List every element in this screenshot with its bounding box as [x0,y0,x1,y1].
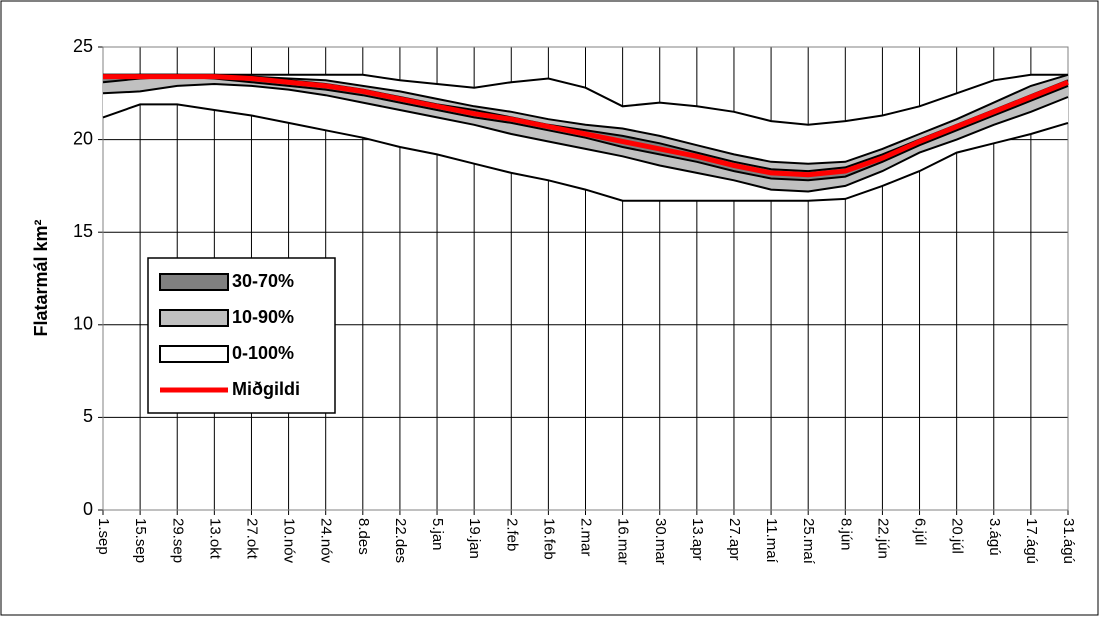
x-tick-label: 24.nóv [318,518,335,564]
band-lower [102,75,1069,182]
x-tick-label: 15.sep [132,518,149,563]
x-tick-label: 27.okt [243,518,260,560]
x-tick-label: 22.jún [874,518,891,559]
x-tick-label: 22.des [392,518,409,563]
band-upper [102,73,1068,126]
x-tick-label: 29.sep [169,518,186,563]
plot-border [102,46,1069,511]
y-tick-label: 15 [73,221,93,241]
x-tick-label: 10.nóv [281,518,298,564]
x-tick-label: 6.júl [912,518,929,546]
y-tick-label: 5 [83,406,93,426]
x-tick-label: 8.jún [837,518,854,551]
x-tick-label: 8.des [355,518,372,555]
legend-swatch [159,345,229,363]
x-tick-label: 11.maí [763,518,780,564]
y-tick-label: 25 [73,36,93,56]
legend: 30-70% 10-90% 0-100% Miðgildi [147,257,336,414]
y-tick-label: 20 [73,128,93,148]
x-tick-label: 27.apr [726,518,743,561]
x-tick-label: 1.sep [95,518,112,555]
y-axis-title: Flatarmál km² [31,219,51,336]
x-tick-label: 2.feb [503,518,520,551]
x-tick-label: 25.maí [800,518,817,565]
legend-swatch [159,273,229,291]
band-lower [102,82,1069,193]
x-tick-label: 20.júl [949,518,966,554]
x-tick-label: 19.jan [466,518,483,559]
legend-label: 30-70% [232,271,294,291]
x-tick-label: 2.mar [578,518,595,556]
median-line [103,74,1069,178]
x-tick-label: 16.feb [540,518,557,560]
legend-label: Miðgildi [232,379,300,399]
x-tick-label: 13.okt [206,518,223,560]
band-lower [102,103,1069,202]
x-tick-label: 30.mar [652,518,669,565]
x-tick-label: 17.ágú [1023,518,1040,564]
x-tick-label: 31.ágú [1060,518,1077,564]
legend-label: 0-100% [232,343,294,363]
legend-label: 10-90% [232,307,294,327]
y-tick-label: 10 [73,314,93,334]
x-tick-label: 16.mar [615,518,632,565]
y-tick-label: 0 [83,499,93,519]
legend-swatch [159,309,229,327]
legend-box [147,257,336,414]
x-tick-label: 13.apr [689,518,706,561]
x-tick-label: 5.jan [429,518,446,551]
x-tick-label: 3.ágú [986,518,1003,556]
